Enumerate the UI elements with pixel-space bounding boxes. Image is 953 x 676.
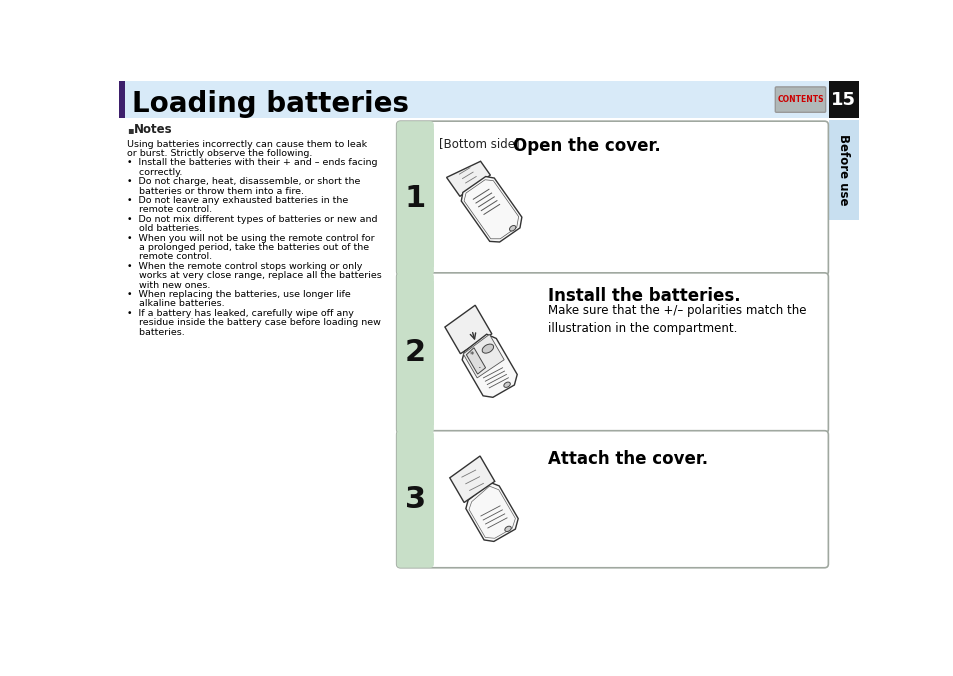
Text: •  Do not mix different types of batteries or new and: • Do not mix different types of batterie… <box>127 215 377 224</box>
FancyBboxPatch shape <box>396 121 827 275</box>
Text: Open the cover.: Open the cover. <box>513 137 660 155</box>
Text: 2: 2 <box>404 339 425 368</box>
Bar <box>828 120 858 220</box>
Bar <box>828 81 858 118</box>
Text: 1: 1 <box>404 184 425 213</box>
Text: Using batteries incorrectly can cause them to leak: Using batteries incorrectly can cause th… <box>127 140 367 149</box>
Text: correctly.: correctly. <box>127 168 182 177</box>
Text: or burst. Strictly observe the following.: or burst. Strictly observe the following… <box>127 149 312 158</box>
Polygon shape <box>449 456 495 502</box>
Bar <box>119 81 858 118</box>
Text: 15: 15 <box>830 91 856 109</box>
Ellipse shape <box>509 226 516 231</box>
Text: Make sure that the +/– polarities match the
illustration in the compartment.: Make sure that the +/– polarities match … <box>547 304 805 335</box>
Ellipse shape <box>503 382 510 387</box>
Text: old batteries.: old batteries. <box>127 224 202 233</box>
Text: •  Do not leave any exhausted batteries in the: • Do not leave any exhausted batteries i… <box>127 196 348 205</box>
Polygon shape <box>466 347 485 374</box>
Polygon shape <box>444 306 492 354</box>
Text: ▪: ▪ <box>127 124 133 135</box>
Text: •  Do not charge, heat, disassemble, or short the: • Do not charge, heat, disassemble, or s… <box>127 177 360 186</box>
Text: with new ones.: with new ones. <box>127 281 211 289</box>
Text: Before use: Before use <box>837 134 849 206</box>
FancyBboxPatch shape <box>775 87 824 112</box>
Text: •  If a battery has leaked, carefully wipe off any: • If a battery has leaked, carefully wip… <box>127 309 354 318</box>
Text: *: * <box>470 352 474 360</box>
Polygon shape <box>463 335 503 378</box>
Text: ·: · <box>477 363 480 372</box>
Bar <box>426 439 434 560</box>
Text: •  When you will not be using the remote control for: • When you will not be using the remote … <box>127 234 375 243</box>
Polygon shape <box>461 176 521 242</box>
Text: 3: 3 <box>404 485 425 514</box>
Text: works at very close range, replace all the batteries: works at very close range, replace all t… <box>127 271 381 280</box>
Text: alkaline batteries.: alkaline batteries. <box>127 299 224 308</box>
Text: Install the batteries.: Install the batteries. <box>547 287 740 306</box>
Bar <box>426 281 434 425</box>
Text: Loading batteries: Loading batteries <box>132 90 408 118</box>
Text: residue inside the battery case before loading new: residue inside the battery case before l… <box>127 318 380 327</box>
FancyBboxPatch shape <box>396 431 434 568</box>
Text: batteries or throw them into a fire.: batteries or throw them into a fire. <box>127 187 304 195</box>
Bar <box>426 129 434 268</box>
Polygon shape <box>446 162 490 196</box>
FancyBboxPatch shape <box>396 273 827 433</box>
Text: a prolonged period, take the batteries out of the: a prolonged period, take the batteries o… <box>127 243 369 252</box>
Text: Notes: Notes <box>133 123 172 136</box>
Ellipse shape <box>481 344 493 353</box>
Text: remote control.: remote control. <box>127 252 212 262</box>
Polygon shape <box>465 483 517 541</box>
Text: •  Install the batteries with their + and – ends facing: • Install the batteries with their + and… <box>127 158 377 168</box>
FancyBboxPatch shape <box>396 273 434 433</box>
Text: •  When the remote control stops working or only: • When the remote control stops working … <box>127 262 362 271</box>
Text: [Bottom side]: [Bottom side] <box>439 137 519 150</box>
Text: Attach the cover.: Attach the cover. <box>547 450 707 468</box>
Text: •  When replacing the batteries, use longer life: • When replacing the batteries, use long… <box>127 290 351 299</box>
FancyBboxPatch shape <box>396 121 434 275</box>
Text: remote control.: remote control. <box>127 206 212 214</box>
Ellipse shape <box>504 526 511 531</box>
Text: CONTENTS: CONTENTS <box>777 95 822 104</box>
Polygon shape <box>461 334 517 397</box>
Text: batteries.: batteries. <box>127 327 185 337</box>
Bar <box>119 81 125 118</box>
FancyBboxPatch shape <box>396 431 827 568</box>
